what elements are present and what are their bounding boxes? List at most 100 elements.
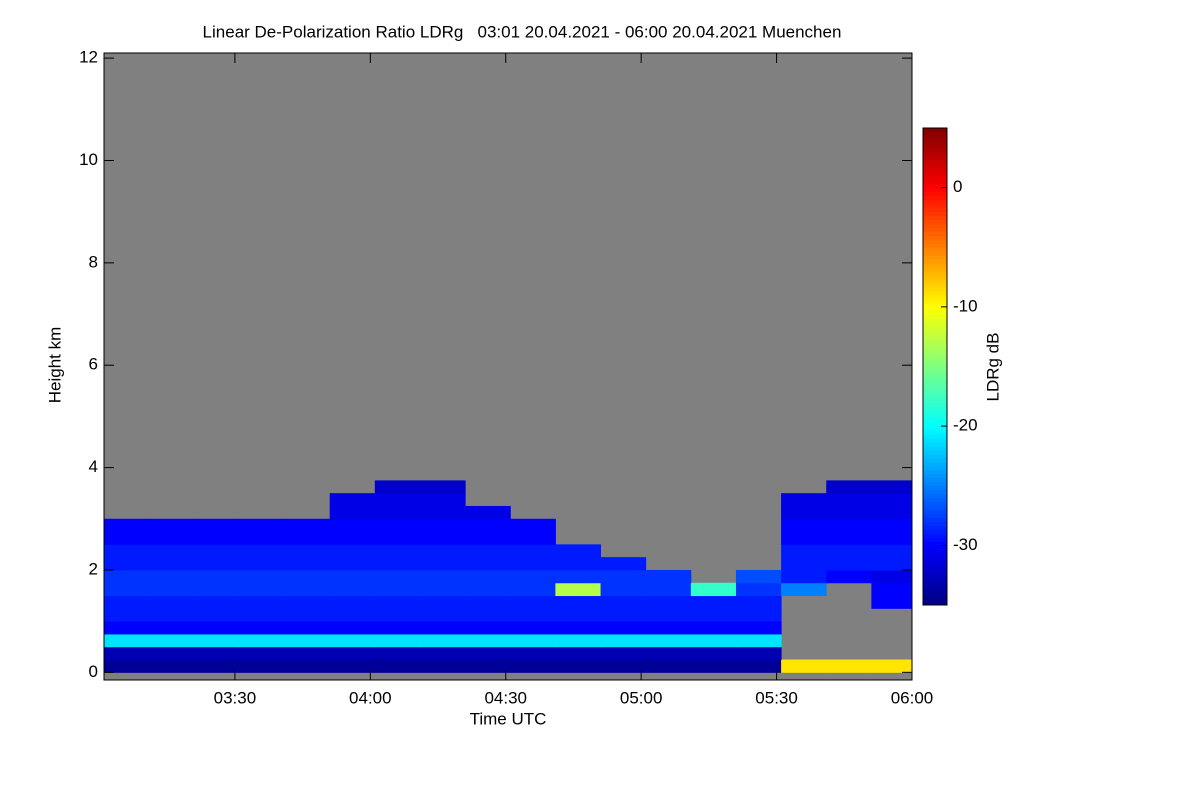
heatmap-cell [104,531,150,545]
colorbar-segment [923,267,947,272]
heatmap-cell [104,518,150,533]
heatmap-cell [645,582,692,597]
heatmap-cell [329,659,376,673]
colorbar-segment [923,183,947,189]
heatmap-cell [510,569,556,584]
colorbar-frame [922,127,948,606]
colorbar-segment [923,279,947,284]
heatmap-cell [735,633,782,648]
colorbar-segment [923,187,947,193]
colorbar-segment [923,322,947,328]
colorbar-segment [923,223,947,228]
x-tick-label: 05:00 [620,688,663,707]
y-tick-label: 8 [89,252,98,271]
heatmap-cell [645,621,692,635]
colorbar-segment [923,489,947,495]
heatmap-cell [690,582,737,597]
y-axis-label: Height km [45,327,64,404]
heatmap-cell [239,608,286,622]
heatmap-cell [871,505,913,520]
heatmap-cell [781,557,827,571]
colorbar-segment [923,326,947,332]
heatmap-cell [465,646,511,661]
heatmap-cell [600,595,647,609]
heatmap-cell [374,505,421,520]
heatmap-cell [284,595,331,609]
heatmap-cell [149,621,195,635]
x-axis-label: Time UTC [470,709,547,728]
heatmap-cell [555,633,602,648]
heatmap-cell [149,531,195,545]
colorbar-segment [923,155,947,161]
colorbar-segment [923,537,947,542]
colorbar-segment [923,350,947,356]
heatmap-cell [239,621,286,635]
colorbar-segment [923,151,947,157]
heatmap-cell [329,633,376,648]
heatmap-cell [510,595,556,609]
colorbar-segment [923,378,947,383]
heatmap-cell [735,659,782,673]
y-tick-label: 2 [89,559,98,578]
colorbar-segment [923,561,947,566]
colorbar-tick-label: -10 [953,296,978,315]
colorbar-segment [923,318,947,324]
heatmap-cell [419,544,466,558]
y-tick-label: 4 [89,457,98,476]
heatmap-cell [329,493,376,507]
heatmap-cell [329,582,376,597]
colorbar-segment [923,167,947,173]
heatmap-cell [826,569,872,584]
heatmap-cell [465,505,511,520]
plot-frame [103,52,913,681]
heatmap-cell [465,633,511,648]
x-tick-label: 03:30 [214,688,257,707]
heatmap-cell [781,518,827,533]
colorbar-segment [923,191,947,197]
heatmap-cell [149,646,195,661]
heatmap-cell [284,518,331,533]
colorbar-segment [923,430,947,435]
colorbar-segment [923,553,947,558]
colorbar-tick-label: -20 [953,416,978,435]
heatmap-cell [510,518,556,533]
heatmap-cell [194,646,240,661]
heatmap-cell [465,659,511,673]
heatmap-cell [510,544,556,558]
heatmap-cell [419,659,466,673]
colorbar-segment [923,521,947,526]
heatmap-cell [690,621,737,635]
heatmap-cell [555,582,602,597]
heatmap-cell [194,608,240,622]
heatmap-cell [735,582,782,597]
colorbar-segment [923,231,947,236]
colorbar-segment [923,533,947,538]
colorbar-segment [923,302,947,308]
heatmap-cell [826,557,872,571]
heatmap-cell [284,646,331,661]
heatmap-cell [239,633,286,648]
colorbar-segment [923,131,947,137]
heatmap-cell [419,621,466,635]
heatmap-cell [284,557,331,571]
heatmap-cell [149,608,195,622]
heatmap-cell [465,557,511,571]
heatmap-cell [329,557,376,571]
heatmap-cell [735,569,782,584]
heatmap-cell [329,505,376,520]
heatmap-cell [871,531,913,545]
heatmap-cell [871,493,913,507]
heatmap-cell [555,544,602,558]
heatmap-cell [374,544,421,558]
colorbar-segment [923,330,947,336]
heatmap-cell [826,518,872,533]
heatmap-cell [465,518,511,533]
colorbar-segment [923,163,947,169]
colorbar-segment [923,517,947,523]
x-tick-label: 04:00 [349,688,392,707]
colorbar-segment [923,565,947,570]
heatmap-cell [329,608,376,622]
heatmap-cell [239,659,286,673]
heatmap-cell [510,633,556,648]
colorbar-segment [923,171,947,177]
